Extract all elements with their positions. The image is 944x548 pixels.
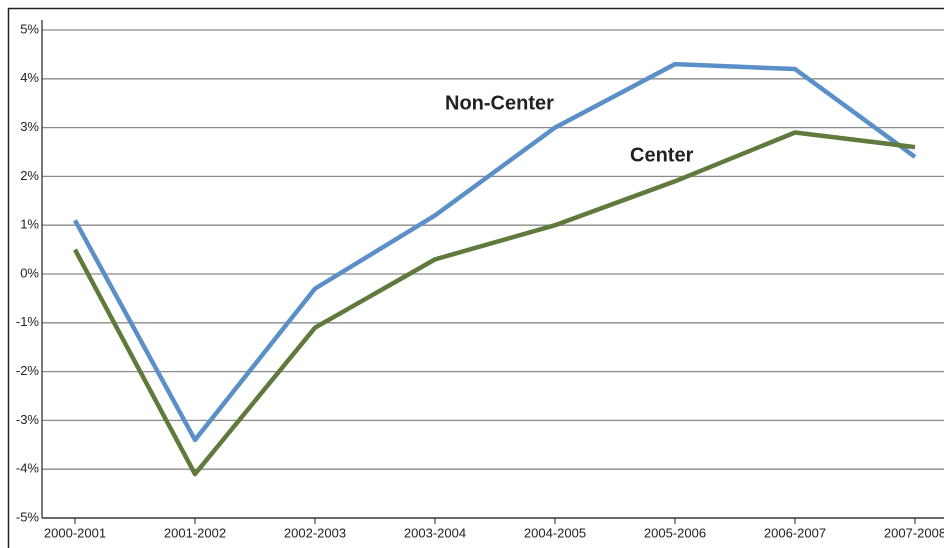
y-tick-label: 5% bbox=[20, 21, 39, 36]
y-tick-label: -2% bbox=[16, 363, 40, 378]
x-tick-label: 2002-2003 bbox=[284, 525, 346, 540]
x-tick-label: 2004-2005 bbox=[524, 525, 586, 540]
y-tick-label: 0% bbox=[20, 265, 39, 280]
y-tick-label: 3% bbox=[20, 119, 39, 134]
x-tick-label: 2001-2002 bbox=[164, 525, 226, 540]
x-tick-label: 2005-2006 bbox=[644, 525, 706, 540]
y-tick-label: -4% bbox=[16, 461, 40, 476]
x-tick-label: 2003-2004 bbox=[404, 525, 466, 540]
y-tick-label: -3% bbox=[16, 412, 40, 427]
series-line bbox=[73, 61, 917, 443]
series-line bbox=[73, 130, 916, 477]
x-tick-label: 2000-2001 bbox=[44, 525, 106, 540]
x-tick-label: 2006-2007 bbox=[764, 525, 826, 540]
y-tick-label: 2% bbox=[20, 168, 39, 183]
frame bbox=[7, 7, 944, 548]
series-label: Center bbox=[630, 144, 694, 166]
y-tick-label: 1% bbox=[20, 217, 39, 232]
y-tick-label: -5% bbox=[16, 509, 40, 524]
series-label: Non-Center bbox=[445, 92, 554, 114]
y-tick-label: -1% bbox=[16, 314, 40, 329]
y-tick-label: 4% bbox=[20, 70, 39, 85]
x-tick-label: 2007-2008 bbox=[884, 525, 944, 540]
